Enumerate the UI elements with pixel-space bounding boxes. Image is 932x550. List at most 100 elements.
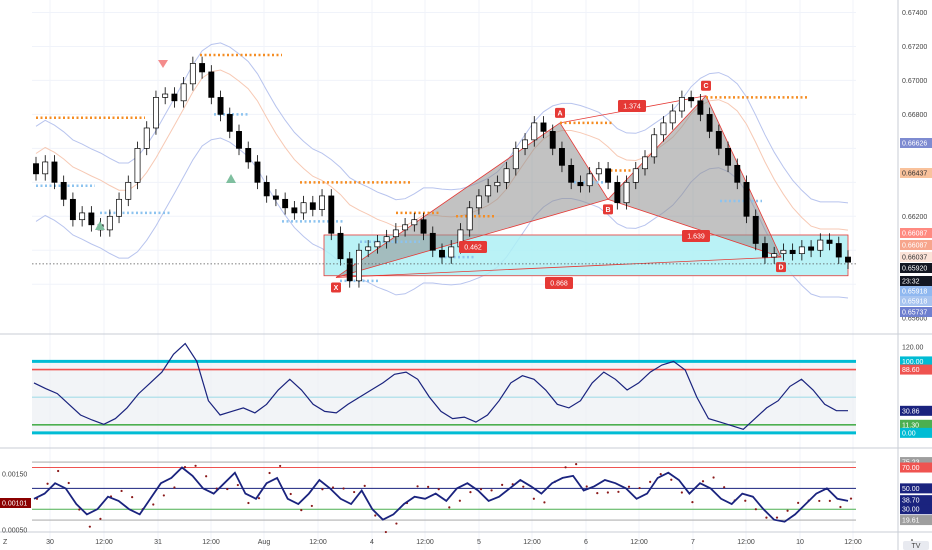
candle-body xyxy=(208,71,215,98)
osc2-dot xyxy=(786,509,789,512)
candle-body xyxy=(33,163,39,175)
candle xyxy=(762,236,768,264)
candle xyxy=(79,206,86,227)
candle-body xyxy=(236,131,242,149)
buy-marker-icon xyxy=(95,221,105,230)
osc2-dot xyxy=(670,478,673,481)
time-axis-label: 30 xyxy=(46,539,54,546)
osc1-axis-label: 88.60 xyxy=(902,367,920,374)
osc2-dot xyxy=(321,488,324,491)
candle xyxy=(789,243,796,261)
osc2-dot xyxy=(268,471,271,475)
candle xyxy=(282,192,289,215)
osc2-dot xyxy=(754,508,757,511)
osc2-dot xyxy=(279,464,282,468)
osc2-dot xyxy=(627,485,631,488)
candle xyxy=(632,161,639,190)
osc2-dot xyxy=(596,492,599,495)
osc2-dot xyxy=(427,485,430,488)
osc2-dot xyxy=(353,490,356,494)
osc2-tag-bg xyxy=(900,462,932,473)
candle xyxy=(531,116,538,147)
osc2-dot xyxy=(469,491,472,494)
osc2-dot xyxy=(374,514,377,517)
osc2-dot xyxy=(617,490,620,493)
candle xyxy=(660,116,667,142)
osc2-dot xyxy=(458,499,461,502)
osc1-line xyxy=(33,342,848,430)
candle-body xyxy=(392,229,399,238)
time-axis-label: 12:00 xyxy=(95,539,113,546)
osc2-dot xyxy=(78,508,81,511)
pattern-point-label: D xyxy=(778,265,783,272)
time-axis-label: 5 xyxy=(477,539,481,546)
candle-body xyxy=(485,185,492,197)
candle-body xyxy=(51,161,58,183)
osc2-dot xyxy=(691,501,694,504)
candle xyxy=(817,233,824,258)
osc2-dot xyxy=(331,486,335,489)
pattern-point-bg xyxy=(701,80,711,91)
ratio-label-bg xyxy=(618,100,646,112)
candle xyxy=(328,189,335,241)
candle xyxy=(162,87,169,105)
candle-body xyxy=(42,161,49,175)
candle xyxy=(245,141,252,169)
candle xyxy=(752,209,759,251)
candle-body xyxy=(337,232,344,260)
osc2-dot xyxy=(659,473,662,476)
candle-body xyxy=(199,63,206,73)
candle-body xyxy=(356,249,362,282)
candle-body xyxy=(660,122,667,136)
candle xyxy=(798,240,805,261)
osc2-dot xyxy=(99,517,102,520)
time-axis-label: 12:00 xyxy=(309,539,327,546)
osc2-dot xyxy=(649,480,652,483)
candle xyxy=(199,56,206,79)
osc2-dot xyxy=(247,501,250,505)
candle xyxy=(697,94,704,122)
candle-body xyxy=(568,164,575,183)
price-axis-label: 0.66800 xyxy=(902,112,927,119)
upper-band xyxy=(35,42,849,204)
candle xyxy=(125,175,132,207)
osc2-left-axis-label: 0.00101 xyxy=(2,501,27,508)
candle xyxy=(411,212,418,232)
candle xyxy=(715,124,722,156)
osc2-dot xyxy=(67,481,70,485)
osc2-dot xyxy=(300,509,303,512)
candle-body xyxy=(475,195,482,209)
candle xyxy=(365,240,372,258)
candle xyxy=(706,107,713,139)
candle-body xyxy=(798,246,805,255)
candle-body xyxy=(466,207,473,231)
ratio-label: 0.868 xyxy=(550,281,568,288)
pattern-point-bg xyxy=(555,107,565,118)
candle-body xyxy=(651,134,658,158)
candle-body xyxy=(706,114,713,132)
candle-body xyxy=(789,249,796,255)
candle-body xyxy=(817,239,824,251)
osc2-dot xyxy=(744,499,747,502)
candle-body xyxy=(180,83,187,102)
candle-body xyxy=(328,195,335,234)
osc2-dot xyxy=(638,486,641,490)
candle-body xyxy=(743,181,750,217)
candle xyxy=(485,178,492,203)
osc2-dot xyxy=(818,499,821,503)
candle xyxy=(356,243,362,288)
candle-body xyxy=(263,181,270,197)
osc2-dot xyxy=(543,501,546,504)
candle xyxy=(226,107,233,139)
osc2-dot xyxy=(712,476,715,479)
osc2-dot xyxy=(289,492,292,496)
candle-body xyxy=(586,173,593,187)
osc2-dot xyxy=(384,530,387,534)
osc2-dot xyxy=(522,485,525,488)
osc2-dot xyxy=(131,495,134,499)
candle xyxy=(33,156,39,181)
candle xyxy=(143,121,150,156)
pattern-point-label: C xyxy=(703,83,708,90)
osc2-dot xyxy=(173,486,176,489)
